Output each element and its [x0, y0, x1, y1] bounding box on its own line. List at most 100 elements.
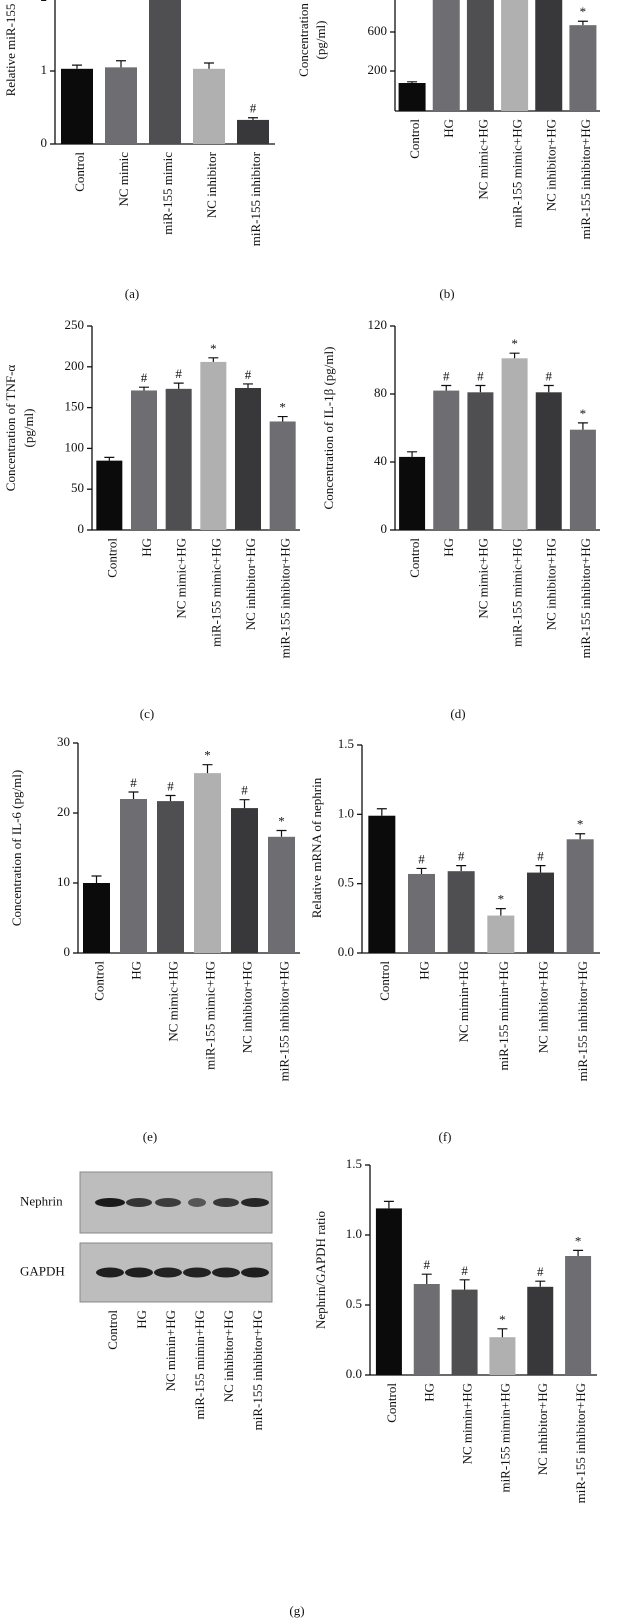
- x-tick-label: miR-155 mimic: [160, 152, 175, 235]
- bar: [569, 25, 597, 112]
- bar: [466, 0, 494, 111]
- bar: [165, 388, 192, 530]
- y-tick-label: 600: [368, 23, 388, 38]
- error-bar: [535, 865, 546, 873]
- bar: [368, 815, 396, 953]
- significance-mark: *: [204, 748, 211, 763]
- error-bar: [243, 383, 253, 389]
- y-tick-label: 10: [57, 874, 70, 889]
- x-tick-label: HG: [441, 119, 456, 138]
- x-tick-label: HG: [139, 538, 154, 557]
- error-bar: [383, 1200, 394, 1209]
- error-bar: [475, 384, 486, 393]
- bar: [200, 361, 227, 530]
- significance-mark: #: [418, 851, 425, 866]
- significance-mark: *: [499, 1312, 506, 1327]
- error-bar: [248, 117, 258, 120]
- y-tick-label: 0: [64, 944, 71, 959]
- bar: [451, 1289, 478, 1375]
- error-bar: [456, 865, 467, 872]
- bar: [83, 883, 110, 953]
- blot-lane-label: NC mimin+HG: [163, 1310, 178, 1391]
- bar: [408, 873, 435, 953]
- y-tick-label: 20: [57, 804, 70, 819]
- panel: 0.0 0.5 1.0 1.5 Relative mRNA of nephrin Cont…: [309, 736, 600, 1144]
- bar: [489, 1337, 516, 1375]
- blot-band: [155, 1198, 181, 1207]
- x-tick-label: miR-155 inhibitor+HG: [578, 538, 593, 658]
- blot-band: [241, 1267, 269, 1278]
- blot-band: [212, 1267, 240, 1278]
- bar: [96, 460, 123, 530]
- x-tick-label: NC mimic+HG: [475, 538, 490, 619]
- bar: [432, 0, 460, 111]
- error-bar: [416, 867, 427, 874]
- y-tick-label: 150: [65, 399, 85, 414]
- error-bar: [459, 1279, 470, 1290]
- y-tick-label: 100: [65, 439, 85, 454]
- bar: [487, 915, 515, 953]
- y-tick-label: 0: [78, 521, 85, 536]
- y-tick-label: 0.5: [346, 1296, 362, 1311]
- y-axis-label: Concentration of TNF-α: [3, 365, 18, 492]
- significance-mark: #: [424, 1257, 431, 1272]
- y-tick-label: 0.5: [338, 875, 354, 890]
- y-tick-label: 1.5: [338, 736, 354, 751]
- bar: [501, 358, 528, 530]
- blot-lane-label: miR-155 inhibitor+HG: [250, 1310, 265, 1430]
- error-bar: [376, 808, 387, 816]
- y-axis-label: (pg/ml): [21, 409, 36, 448]
- bar: [193, 68, 225, 144]
- y-tick-label: 120: [368, 317, 388, 332]
- x-tick-label: Control: [377, 961, 392, 1001]
- error-bar: [577, 422, 588, 430]
- blot-band: [213, 1198, 239, 1207]
- significance-mark: *: [580, 4, 587, 19]
- error-bar: [128, 791, 139, 799]
- panel-caption: (a): [125, 286, 139, 301]
- y-tick-label: 1.0: [346, 1226, 362, 1241]
- panel-caption: (c): [140, 706, 154, 721]
- significance-mark: #: [250, 101, 257, 116]
- y-tick-label: 200: [368, 62, 388, 77]
- bar: [120, 799, 147, 953]
- significance-mark: *: [278, 813, 285, 828]
- x-tick-label: miR-155 inhibitor+HG: [575, 961, 590, 1081]
- x-tick-label: miR-155 mimic+HG: [202, 961, 217, 1070]
- error-bar: [276, 829, 287, 837]
- significance-mark: *: [511, 336, 518, 351]
- error-bar: [91, 875, 102, 883]
- y-tick-label: 0.0: [338, 944, 354, 959]
- error-bar: [208, 357, 219, 362]
- error-bar: [173, 382, 184, 389]
- bar: [399, 456, 426, 530]
- error-bar: [441, 384, 452, 391]
- panel: 0 10 20 30 Concentration of IL-6 (pg/ml) Cont…: [9, 734, 300, 1144]
- bar: [149, 0, 181, 144]
- error-bar: [421, 1273, 432, 1284]
- bar: [535, 0, 563, 111]
- blot-row-label: GAPDH: [20, 1263, 65, 1278]
- bar: [237, 119, 269, 144]
- panel: 200 600 Concentration (pg/ml) Control HG NC mi…: [296, 0, 600, 301]
- error-bar: [495, 908, 506, 916]
- y-tick-label: 0: [381, 521, 388, 536]
- significance-mark: *: [210, 341, 217, 356]
- x-tick-label: miR-155 mimic+HG: [510, 119, 525, 228]
- blot-band: [96, 1267, 124, 1278]
- y-tick-label: 2: [41, 0, 48, 4]
- bar: [131, 390, 157, 530]
- x-tick-label: HG: [441, 538, 456, 557]
- blot-lane-label: miR-155 mimin+HG: [192, 1310, 207, 1420]
- significance-mark: #: [477, 368, 484, 383]
- error-bar: [277, 415, 288, 422]
- error-bar: [497, 1328, 508, 1338]
- blot-band: [183, 1267, 211, 1278]
- bar: [269, 421, 296, 530]
- blot-row-label: Nephrin: [20, 1193, 63, 1208]
- y-tick-label: 0: [41, 135, 48, 150]
- y-tick-label: 1.5: [346, 1156, 362, 1171]
- panel: 0 1 2 Relative miR-155 Control NC mimic miR-15…: [3, 0, 275, 301]
- x-tick-label: NC mimic+HG: [165, 961, 180, 1042]
- x-tick-label: NC inhibitor+HG: [544, 538, 559, 630]
